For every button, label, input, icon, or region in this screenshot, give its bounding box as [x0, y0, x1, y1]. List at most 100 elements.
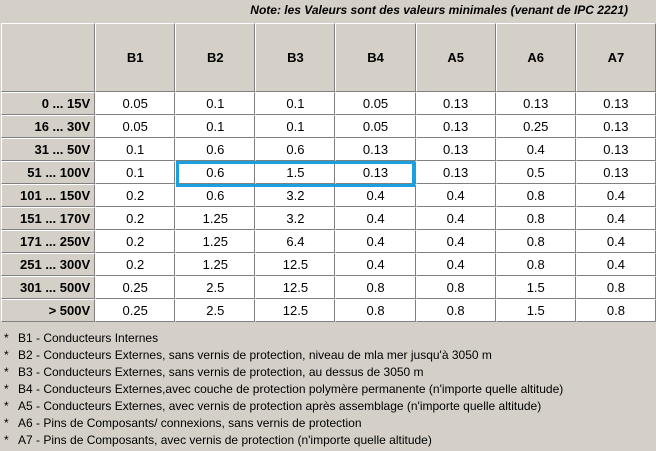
- legend-bullet: *: [4, 382, 9, 396]
- value-cell: 0.1: [255, 92, 336, 115]
- value-cell: 0.4: [575, 207, 656, 230]
- legend-bullet: *: [4, 433, 9, 447]
- legend-bullet: *: [4, 331, 9, 345]
- value-cell: 0.2: [95, 184, 176, 207]
- legend: * B1 - Conducteurs Internes * B2 - Conducte…: [4, 330, 563, 449]
- value-cell: 0.25: [95, 276, 176, 299]
- legend-text: B3 - Conducteurs Externes, sans vernis d…: [18, 365, 424, 379]
- value-cell: 0.1: [255, 115, 336, 138]
- row-header: > 500V: [1, 299, 96, 322]
- value-cell: 1.25: [175, 207, 256, 230]
- table-row: 16 ... 30V 0.05 0.1 0.1 0.05 0.13 0.25 0.13: [1, 115, 656, 138]
- value-cell: 0.4: [335, 207, 416, 230]
- value-cell: 0.1: [175, 115, 256, 138]
- value-cell: 0.13: [575, 138, 656, 161]
- value-cell: 0.13: [415, 138, 496, 161]
- legend-item: * B2 - Conducteurs Externes, sans vernis …: [4, 347, 563, 364]
- table-row: 251 ... 300V 0.2 1.25 12.5 0.4 0.4 0.8 0.4: [1, 253, 656, 276]
- column-header-b2: B2: [175, 23, 256, 92]
- value-cell: 0.4: [495, 138, 576, 161]
- value-cell: 0.8: [495, 253, 576, 276]
- legend-item: * B1 - Conducteurs Internes: [4, 330, 563, 347]
- legend-text: A7 - Pins de Composants, avec vernis de …: [18, 433, 432, 447]
- table-row: 31 ... 50V 0.1 0.6 0.6 0.13 0.13 0.4 0.13: [1, 138, 656, 161]
- value-cell: 1.5: [495, 276, 576, 299]
- value-cell: 0.1: [95, 161, 176, 184]
- value-cell: 0.6: [175, 161, 256, 184]
- legend-text: B4 - Conducteurs Externes,avec couche de…: [18, 382, 564, 396]
- legend-bullet: *: [4, 348, 9, 362]
- table-row: 0 ... 15V 0.05 0.1 0.1 0.05 0.13 0.13 0.13: [1, 92, 656, 115]
- value-cell: 0.8: [495, 230, 576, 253]
- row-header: 101 ... 150V: [1, 184, 96, 207]
- value-cell: 0.4: [415, 230, 496, 253]
- value-cell: 0.13: [575, 92, 656, 115]
- column-header-a7: A7: [575, 23, 656, 92]
- value-cell: 12.5: [255, 253, 336, 276]
- value-cell: 0.25: [495, 115, 576, 138]
- value-cell: 0.1: [175, 92, 256, 115]
- value-cell: 0.13: [575, 115, 656, 138]
- value-cell: 0.05: [95, 115, 176, 138]
- value-cell: 0.8: [335, 299, 416, 322]
- legend-item: * A5 - Conducteurs Externes, avec vernis …: [4, 398, 563, 415]
- value-cell: 0.13: [495, 92, 576, 115]
- value-cell: 0.8: [495, 207, 576, 230]
- row-header: 31 ... 50V: [1, 138, 96, 161]
- table-row: > 500V 0.25 2.5 12.5 0.8 0.8 1.5 0.8: [1, 299, 656, 322]
- note-text: Note: les Valeurs sont des valeurs minim…: [250, 3, 628, 17]
- value-cell: 0.05: [335, 115, 416, 138]
- value-cell: 0.8: [415, 299, 496, 322]
- value-cell: 3.2: [255, 184, 336, 207]
- value-cell: 1.5: [255, 161, 336, 184]
- value-cell: 0.4: [335, 253, 416, 276]
- legend-item: * A6 - Pins de Composants/ connexions, sa…: [4, 415, 563, 432]
- legend-item: * A7 - Pins de Composants, avec vernis de…: [4, 432, 563, 449]
- row-header: 0 ... 15V: [1, 92, 96, 115]
- legend-text: A6 - Pins de Composants/ connexions, san…: [18, 416, 362, 430]
- table-row: 301 ... 500V 0.25 2.5 12.5 0.8 0.8 1.5 0.8: [1, 276, 656, 299]
- value-cell: 1.25: [175, 253, 256, 276]
- row-header: 301 ... 500V: [1, 276, 96, 299]
- column-header-a5: A5: [415, 23, 496, 92]
- value-cell: 0.2: [95, 253, 176, 276]
- value-cell: 0.8: [335, 276, 416, 299]
- table-row: 51 ... 100V 0.1 0.6 1.5 0.13 0.13 0.5 0.13: [1, 161, 656, 184]
- value-cell: 0.6: [175, 138, 256, 161]
- value-cell: 12.5: [255, 299, 336, 322]
- value-cell: 0.13: [415, 161, 496, 184]
- value-cell: 0.1: [95, 138, 176, 161]
- column-header-b3: B3: [255, 23, 336, 92]
- legend-bullet: *: [4, 416, 9, 430]
- value-cell: 0.4: [335, 184, 416, 207]
- row-header: 151 ... 170V: [1, 207, 96, 230]
- value-cell: 6.4: [255, 230, 336, 253]
- table-row: 151 ... 170V 0.2 1.25 3.2 0.4 0.4 0.8 0.4: [1, 207, 656, 230]
- legend-text: B2 - Conducteurs Externes, sans vernis d…: [18, 348, 492, 362]
- value-cell: 0.13: [415, 92, 496, 115]
- row-header: 51 ... 100V: [1, 161, 96, 184]
- value-cell: 0.4: [415, 253, 496, 276]
- legend-text: A5 - Conducteurs Externes, avec vernis d…: [18, 399, 542, 413]
- row-header: 171 ... 250V: [1, 230, 96, 253]
- value-cell: 0.4: [575, 184, 656, 207]
- value-cell: 0.4: [575, 230, 656, 253]
- corner-cell: [1, 23, 96, 92]
- value-cell: 0.25: [95, 299, 176, 322]
- value-cell: 0.13: [335, 161, 416, 184]
- row-header: 16 ... 30V: [1, 115, 96, 138]
- value-cell: 0.2: [95, 207, 176, 230]
- value-cell: 0.05: [95, 92, 176, 115]
- legend-bullet: *: [4, 399, 9, 413]
- value-cell: 0.6: [175, 184, 256, 207]
- value-cell: 0.4: [415, 184, 496, 207]
- value-cell: 0.8: [495, 184, 576, 207]
- value-cell: 2.5: [175, 276, 256, 299]
- column-header-a6: A6: [495, 23, 576, 92]
- row-header: 251 ... 300V: [1, 253, 96, 276]
- value-cell: 2.5: [175, 299, 256, 322]
- value-cell: 0.2: [95, 230, 176, 253]
- legend-item: * B3 - Conducteurs Externes, sans vernis …: [4, 364, 563, 381]
- table-row: 101 ... 150V 0.2 0.6 3.2 0.4 0.4 0.8 0.4: [1, 184, 656, 207]
- value-cell: 1.25: [175, 230, 256, 253]
